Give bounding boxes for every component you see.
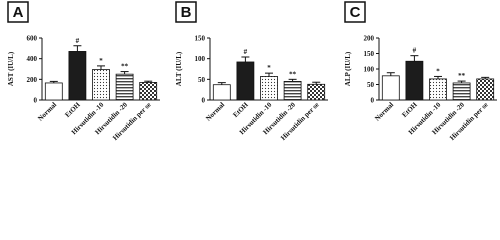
panel-label-box [175,1,197,23]
bar [429,78,447,101]
bar [92,69,110,101]
bar [236,61,255,101]
y-tick-label: 100 [364,66,375,74]
x-tick-label: EtOH [64,100,83,119]
bar [283,81,302,101]
x-tick-label: Normal [204,101,226,123]
y-axis-label: AST (IU/L) [7,51,15,86]
panel-label-box [7,1,29,23]
bar [68,51,87,101]
bar [307,83,326,101]
bar [212,84,231,101]
y-tick-label: 600 [27,35,38,43]
panel-label: A [13,4,24,21]
x-tick-label: EtOH [232,100,251,119]
panel-label: B [181,4,192,21]
y-tick-label: 200 [27,76,38,84]
y-tick-label: 0 [202,97,206,105]
bar [139,82,158,101]
y-tick-label: 150 [195,35,206,43]
bar [44,82,63,101]
panel-label: C [350,4,361,21]
y-axis-label: ALT (IU/L) [175,51,183,86]
y-tick-label: 0 [34,97,38,105]
y-tick-label: 50 [198,76,206,84]
y-tick-label: 400 [27,55,38,63]
significance-label: # [76,37,80,45]
y-axis-label: ALP (IU/L) [344,51,352,86]
bar [260,76,278,101]
significance-label: * [436,67,440,75]
x-tick-label: Normal [373,101,395,123]
significance-label: # [413,47,417,55]
bar [452,82,471,101]
significance-label: # [244,48,248,56]
bar [476,78,495,101]
significance-label: * [267,64,271,72]
x-tick-label: EtOH [401,100,420,119]
panel-label-box [344,1,366,23]
y-tick-label: 200 [364,35,375,43]
x-tick-label: Normal [36,101,58,123]
y-tick-label: 100 [195,55,206,63]
significance-label: ** [289,70,297,78]
bar [381,75,400,101]
y-tick-label: 50 [367,81,375,89]
significance-label: * [99,57,103,65]
bar [405,60,424,101]
y-tick-label: 0 [371,97,375,105]
significance-label: ** [458,72,466,80]
bar [115,73,134,101]
y-tick-label: 150 [364,50,375,58]
significance-label: ** [121,63,129,71]
